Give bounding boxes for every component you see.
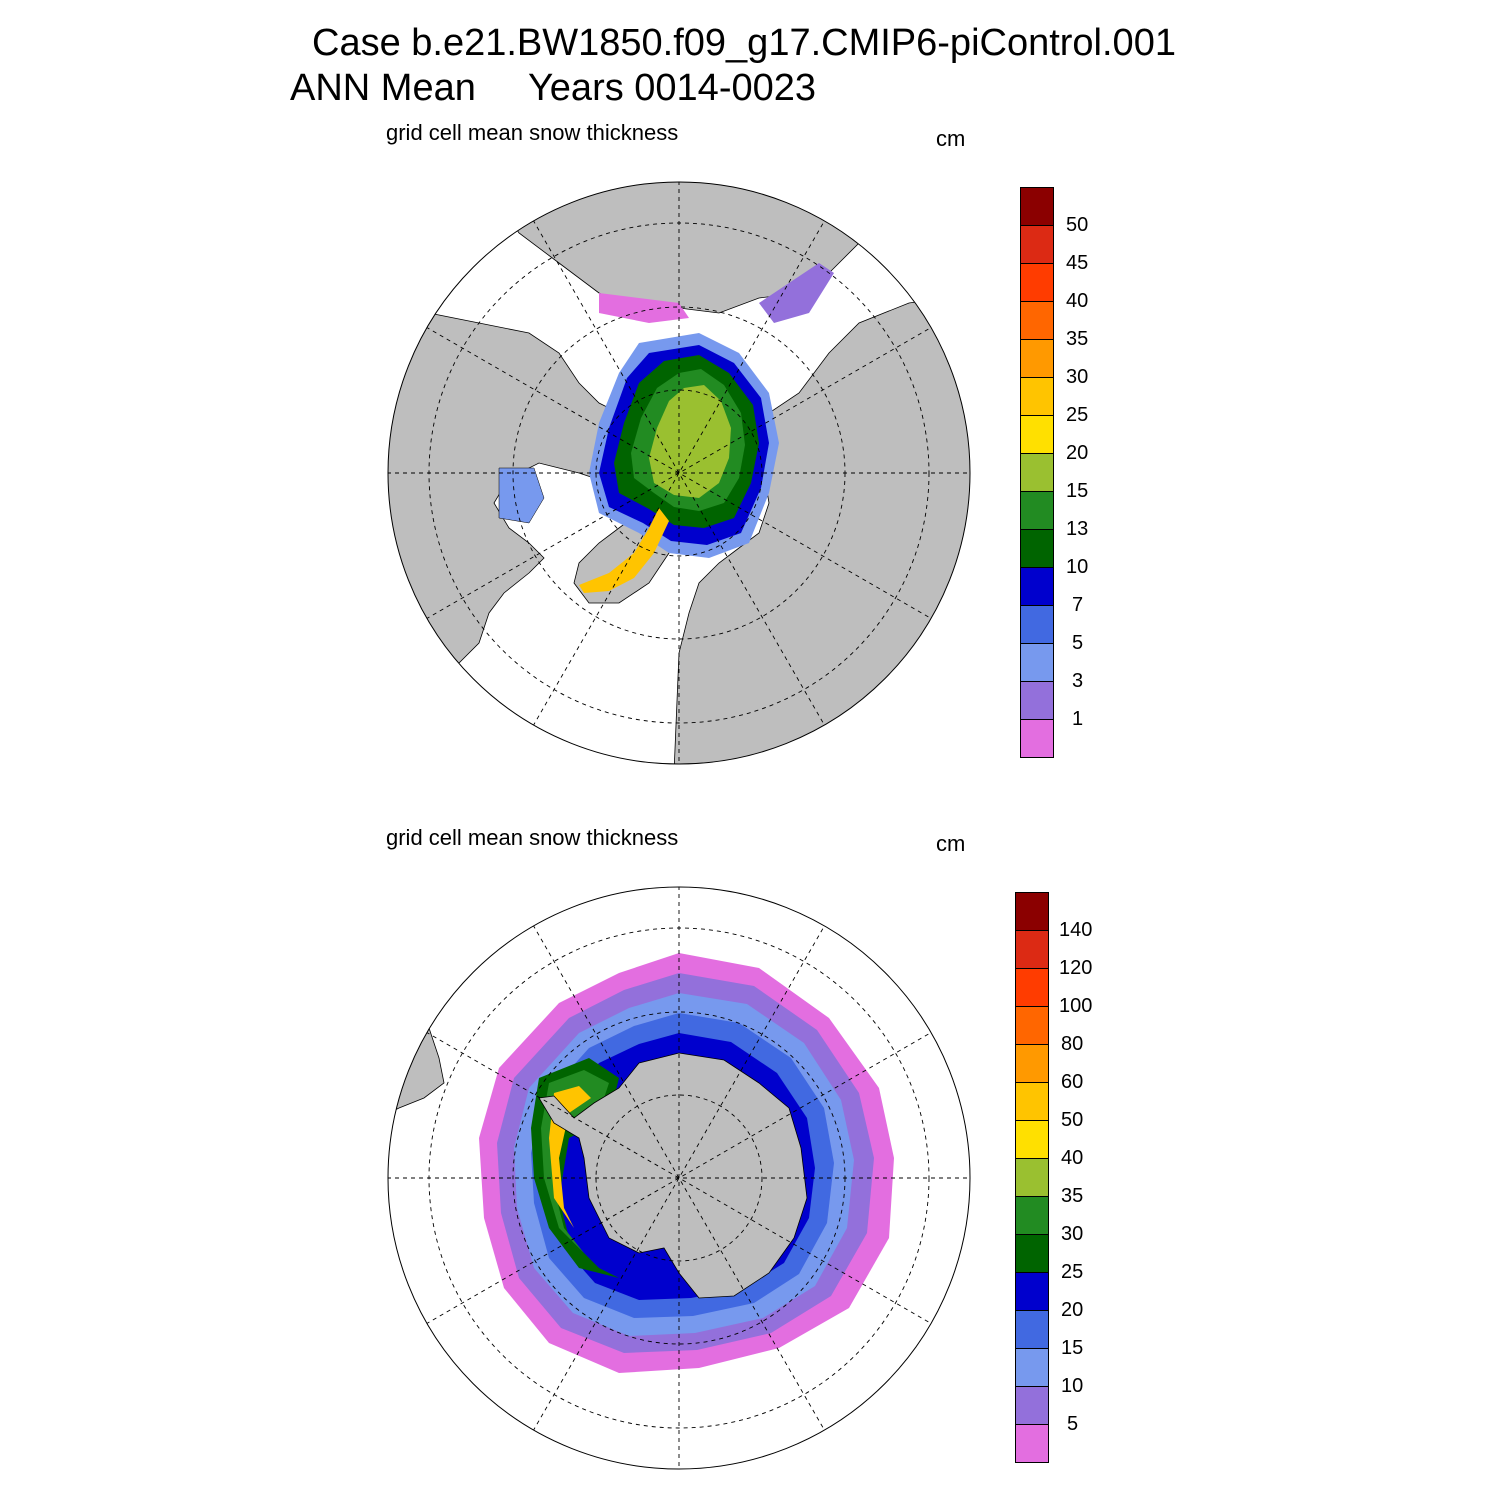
colorbar-tick-label: 20 — [1066, 442, 1089, 464]
colorbar-swatch — [1015, 1424, 1049, 1463]
colorbar-swatch — [1015, 1196, 1049, 1235]
colorbar-swatch — [1015, 1310, 1049, 1349]
north-contour-20cm — [579, 508, 669, 593]
colorbar-tick-label: 30 — [1061, 1223, 1084, 1245]
colorbar-swatch — [1015, 1006, 1049, 1045]
colorbar-swatch — [1020, 225, 1054, 264]
colorbar-tick-label: 45 — [1066, 252, 1089, 274]
south-graticule — [388, 887, 970, 1469]
colorbar-swatch — [1015, 1234, 1049, 1273]
colorbar-tick-label: 100 — [1059, 995, 1093, 1017]
colorbar-tick-label: 120 — [1059, 957, 1093, 979]
colorbar-tick-label: 25 — [1061, 1261, 1084, 1283]
north-units-label: cm — [936, 126, 966, 151]
colorbar-tick-label: 10 — [1066, 556, 1089, 578]
colorbar-swatch — [1015, 1348, 1049, 1387]
colorbar-swatch — [1020, 491, 1054, 530]
south-panel-title: grid cell mean snow thickness — [386, 825, 679, 850]
north-contour-15cm — [649, 385, 731, 498]
colorbar-swatch — [1015, 1386, 1049, 1425]
north-map-border — [387, 181, 971, 765]
colorbar-tick-label: 50 — [1061, 1109, 1084, 1131]
south-units-label: cm — [936, 831, 966, 856]
colorbar-swatch — [1015, 1082, 1049, 1121]
colorbar-swatch — [1015, 1120, 1049, 1159]
north-panel-title: grid cell mean snow thickness — [386, 120, 679, 145]
figure-title-period: ANN Mean Years 0014-0023 — [290, 67, 817, 109]
figure-title-case: Case b.e21.BW1850.f09_g17.CMIP6-piContro… — [312, 22, 1176, 64]
colorbar-tick-label: 13 — [1066, 518, 1089, 540]
colorbar-swatch — [1020, 415, 1054, 454]
colorbar-tick-label: 5 — [1067, 1413, 1079, 1435]
north-contour-1cm-bering — [599, 293, 689, 323]
colorbar-swatch — [1015, 892, 1049, 931]
north-land-eurasia — [673, 292, 970, 764]
colorbar-tick-label: 40 — [1061, 1147, 1084, 1169]
colorbar-tick-label: 15 — [1066, 480, 1089, 502]
north-polar-map — [387, 181, 971, 765]
north-graticule — [388, 182, 970, 764]
colorbar-swatch — [1015, 968, 1049, 1007]
south-polar-map — [387, 886, 971, 1470]
colorbar-swatch — [1020, 719, 1054, 758]
colorbar-tick-label: 30 — [1066, 366, 1089, 388]
colorbar-tick-label: 7 — [1072, 594, 1084, 616]
colorbar-swatch — [1020, 643, 1054, 682]
colorbar-swatch — [1020, 567, 1054, 606]
colorbar-tick-label: 140 — [1059, 919, 1093, 941]
colorbar-swatch — [1020, 529, 1054, 568]
colorbar-swatch — [1020, 605, 1054, 644]
colorbar-tick-label: 60 — [1061, 1071, 1084, 1093]
colorbar-swatch — [1020, 681, 1054, 720]
colorbar-swatch — [1020, 453, 1054, 492]
colorbar-swatch — [1020, 377, 1054, 416]
colorbar-tick-label: 20 — [1061, 1299, 1084, 1321]
colorbar-swatch — [1020, 301, 1054, 340]
colorbar-swatch — [1015, 1272, 1049, 1311]
colorbar-tick-label: 15 — [1061, 1337, 1084, 1359]
colorbar-tick-label: 80 — [1061, 1033, 1084, 1055]
colorbar-swatch — [1015, 1158, 1049, 1197]
colorbar-swatch — [1020, 263, 1054, 302]
colorbar-swatch — [1015, 1044, 1049, 1083]
colorbar-tick-label: 3 — [1072, 670, 1084, 692]
colorbar-tick-label: 40 — [1066, 290, 1089, 312]
colorbar-swatch — [1015, 930, 1049, 969]
colorbar-tick-label: 10 — [1061, 1375, 1084, 1397]
colorbar-tick-label: 25 — [1066, 404, 1089, 426]
colorbar-swatch — [1020, 187, 1054, 226]
north-contour-hudson — [498, 467, 545, 524]
colorbar-tick-label: 35 — [1066, 328, 1089, 350]
colorbar-tick-label: 50 — [1066, 214, 1089, 236]
colorbar-tick-label: 35 — [1061, 1185, 1084, 1207]
north-contour-1cm-okhotsk — [759, 263, 834, 323]
colorbar-tick-label: 1 — [1072, 708, 1084, 730]
south-land-antarctica — [538, 1052, 808, 1299]
colorbar-tick-label: 5 — [1072, 632, 1084, 654]
colorbar-swatch — [1020, 339, 1054, 378]
south-map-border — [387, 886, 971, 1470]
